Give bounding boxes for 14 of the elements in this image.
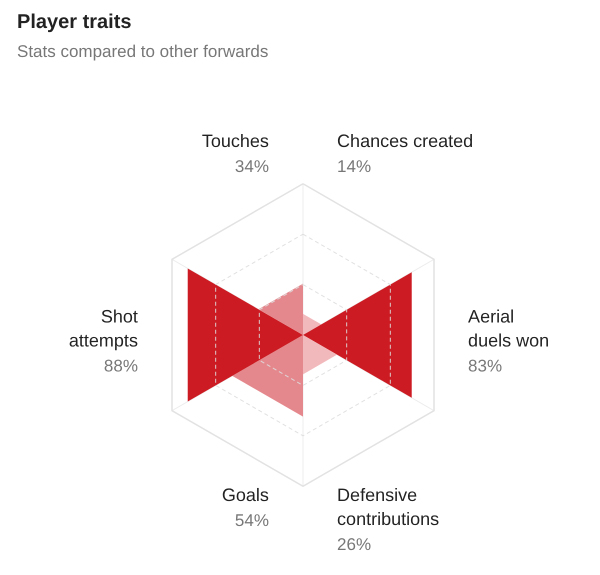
category-label: Chances created — [337, 130, 474, 151]
data-label: 34% — [234, 156, 269, 176]
data-label: 14% — [337, 156, 372, 176]
data-label: 54% — [234, 511, 269, 530]
category-label: Shot attempts — [68, 306, 138, 350]
data-label: 26% — [337, 535, 372, 554]
category-label: Goals — [222, 485, 269, 506]
category-label: Aerial duels won — [468, 306, 550, 350]
category-label: Touches — [202, 130, 269, 151]
category-label: Defensive contributions — [337, 485, 440, 530]
text: Player traits — [17, 11, 132, 33]
data-label: 88% — [104, 356, 138, 376]
data-label: 83% — [468, 356, 502, 376]
text: Stats compared to other forwards — [17, 42, 268, 61]
